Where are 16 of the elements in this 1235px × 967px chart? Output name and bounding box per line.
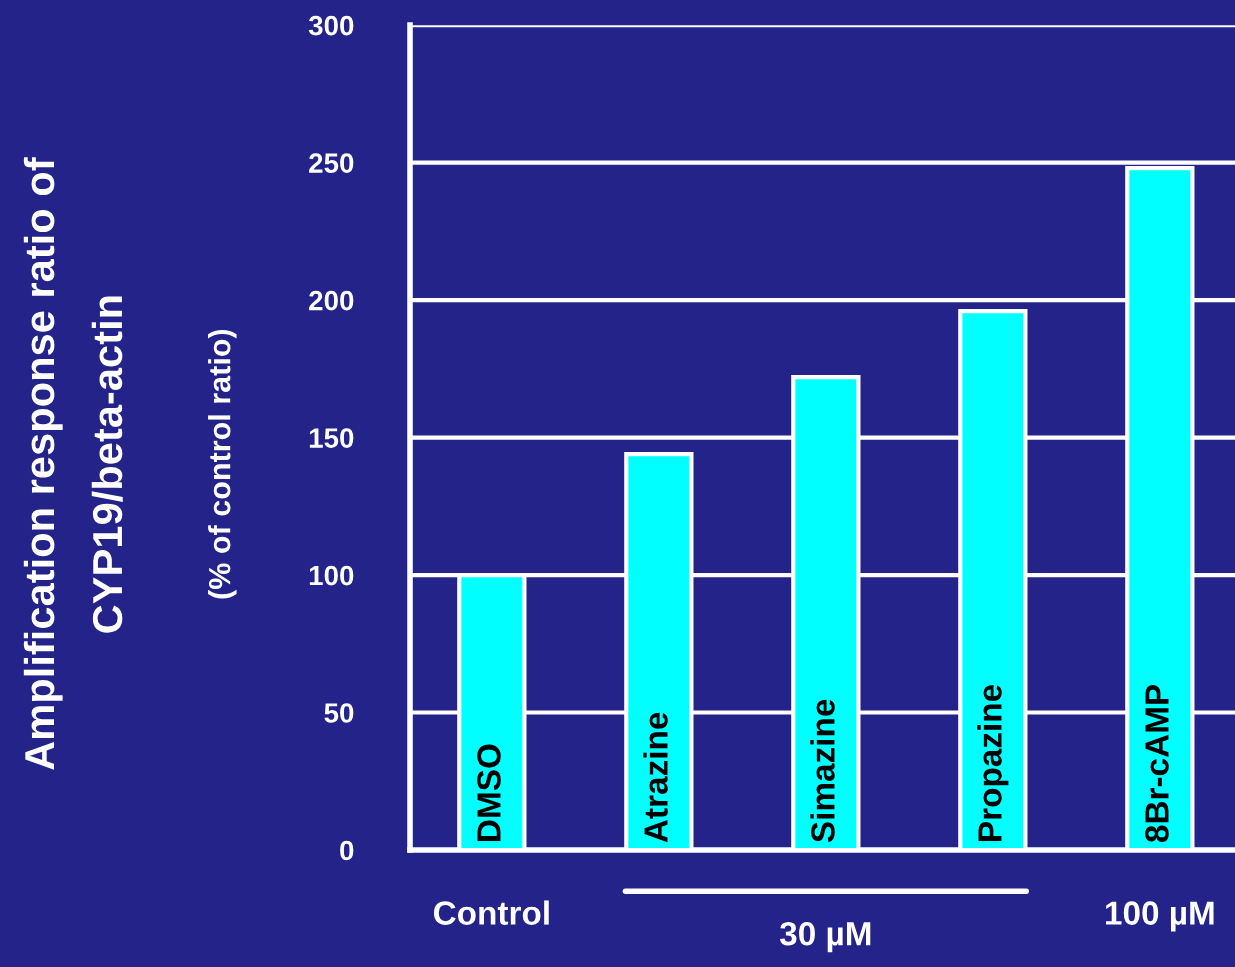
x-tick-label: Atrazine (643, 712, 668, 843)
y-tick-label: 100 (309, 565, 354, 586)
text: 30 µM (779, 921, 871, 953)
x-tick-label: DMSO (477, 744, 501, 841)
y-tick-label: 300 (308, 15, 354, 36)
y-tick-label: 200 (309, 290, 354, 311)
text: Control (433, 900, 549, 925)
x-tick-label: Propazine (977, 684, 1009, 841)
x-tick-label: Simazine (810, 699, 835, 843)
y-tick-label: 250 (309, 153, 354, 173)
y-tick-label: 0 (340, 840, 354, 861)
y-tick-label: 50 (324, 703, 354, 723)
x-tick-label: 8Br-cAMP (1145, 684, 1169, 843)
text: 100 µM (1106, 901, 1214, 932)
y-tick-label: 150 (309, 428, 354, 448)
text: Amplification response ratio of CYP19/beta-actin (% of control ratio) (23, 157, 237, 770)
